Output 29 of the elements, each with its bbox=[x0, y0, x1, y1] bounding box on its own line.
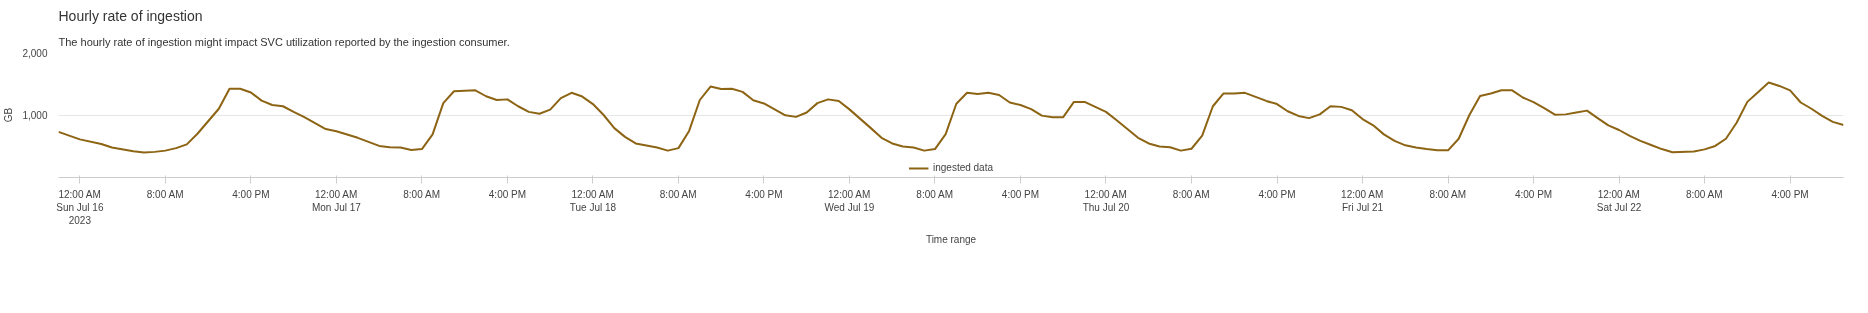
y-tick-label: 2,000 bbox=[22, 47, 48, 59]
x-tick-label: 4:00 PM bbox=[745, 188, 783, 200]
x-tick-label: 4:00 PM bbox=[1258, 188, 1296, 200]
line-series bbox=[58, 81, 1844, 154]
x-tick-label: 12:00 AM Thu Jul 20 bbox=[1082, 188, 1130, 213]
y-axis-title: GB bbox=[3, 107, 15, 123]
x-tick-label: 8:00 AM bbox=[1685, 188, 1723, 200]
x-tick-label: 12:00 AM Sat Jul 22 bbox=[1596, 188, 1642, 213]
x-tick-label: 8:00 AM bbox=[1429, 188, 1467, 200]
x-tick-label: 8:00 AM bbox=[916, 188, 954, 200]
x-tick-label: 12:00 AM Mon Jul 17 bbox=[311, 188, 362, 213]
x-tick-label: 12:00 AM Sun Jul 16 2023 bbox=[56, 188, 104, 226]
x-tick-label: 12:00 AM Fri Jul 21 bbox=[1341, 188, 1384, 213]
x-tick-label: 8:00 AM bbox=[146, 188, 184, 200]
x-tick-label: 8:00 AM bbox=[659, 188, 697, 200]
y-tick-label: 1,000 bbox=[22, 110, 48, 121]
x-tick-label: 4:00 PM bbox=[232, 188, 270, 200]
x-tick-label: 4:00 PM bbox=[488, 188, 527, 200]
chart-title: Hourly rate of ingestion bbox=[58, 7, 203, 24]
x-tick-label: 8:00 AM bbox=[403, 188, 440, 200]
legend-label: ingested data bbox=[932, 162, 994, 173]
chart-subtitle: The hourly rate of ingestion might impact SVC utilization reported by the ingestion consumer. bbox=[58, 35, 510, 48]
x-tick-label: 4:00 PM bbox=[1001, 188, 1040, 200]
x-tick-label: 12:00 AM Wed Jul 19 bbox=[824, 188, 875, 213]
x-tick-label: 12:00 AM Tue Jul 18 bbox=[569, 188, 617, 213]
x-tick-label: 4:00 PM bbox=[1771, 188, 1809, 200]
x-axis-title: Time range bbox=[925, 233, 977, 245]
x-tick-label: 4:00 PM bbox=[1514, 188, 1553, 200]
x-tick-label: 8:00 AM bbox=[1172, 188, 1210, 200]
